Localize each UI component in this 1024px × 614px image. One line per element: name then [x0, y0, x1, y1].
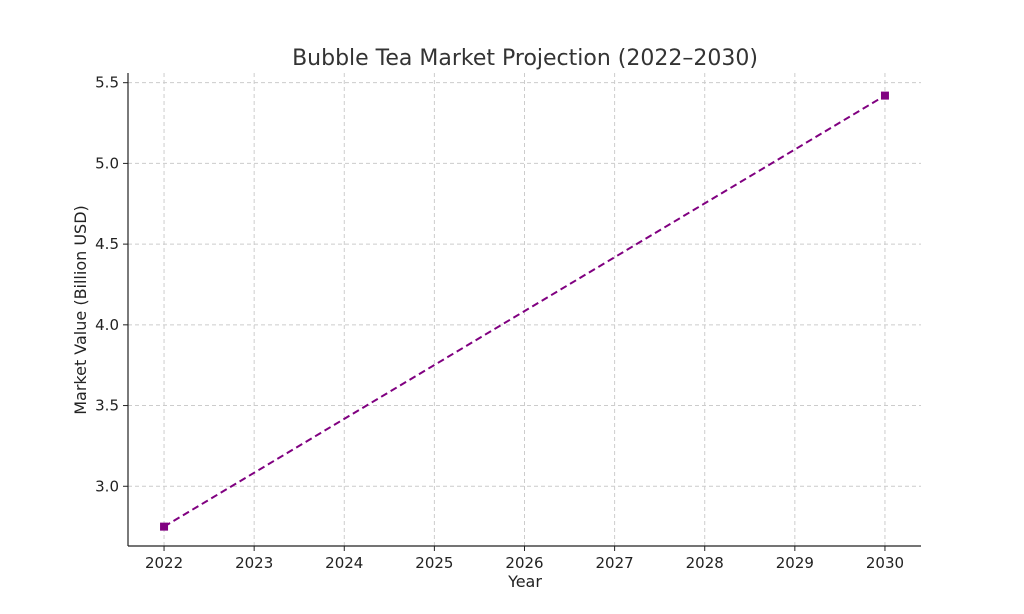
x-tick-label: 2030: [866, 554, 904, 572]
y-axis-label: Market Value (Billion USD): [71, 205, 90, 415]
x-tick-label: 2024: [325, 554, 363, 572]
x-axis-label: Year: [507, 572, 542, 591]
data-point-marker: [160, 522, 169, 531]
y-tick-label: 4.0: [95, 316, 119, 334]
y-tick-label: 4.5: [95, 235, 119, 253]
x-tick-label: 2028: [686, 554, 724, 572]
y-tick-label: 5.0: [95, 154, 119, 172]
x-tick-label: 2023: [235, 554, 273, 572]
x-tick-label: 2025: [415, 554, 453, 572]
ticks: 2022 2023 2024 2025 2026 2027 2028 2029 2030 3.0 3…: [95, 74, 904, 572]
y-tick-label: 3.0: [95, 477, 119, 495]
chart-title: Bubble Tea Market Projection (2022–2030): [292, 46, 758, 71]
grid: [128, 73, 921, 546]
series-line: [163, 94, 886, 528]
data-point-marker: [880, 91, 889, 100]
y-tick-label: 5.5: [95, 74, 119, 92]
x-tick-label: 2029: [776, 554, 814, 572]
x-tick-label: 2026: [505, 554, 543, 572]
x-tick-label: 2022: [145, 554, 183, 572]
series: [160, 91, 889, 531]
x-tick-label: 2027: [596, 554, 634, 572]
y-tick-label: 3.5: [95, 397, 119, 415]
